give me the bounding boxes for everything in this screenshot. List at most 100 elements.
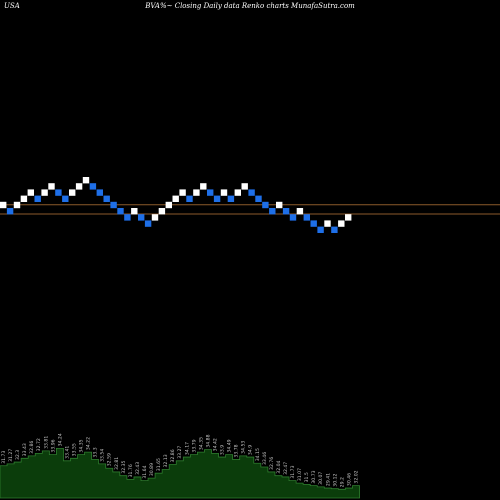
volume-label: 34.35 <box>198 437 204 450</box>
volume-label: 31.73 <box>290 465 296 478</box>
renko-box <box>317 226 324 233</box>
renko-box <box>172 195 179 202</box>
volume-label: 30.07 <box>318 472 324 485</box>
volume-label: 34.49 <box>227 439 233 452</box>
renko-box <box>296 208 304 215</box>
volume-label: 33.79 <box>191 439 197 452</box>
volume-label: 32.86 <box>170 449 176 462</box>
renko-box <box>75 183 83 190</box>
volume-label: 33.54 <box>100 449 106 462</box>
renko-box <box>234 189 241 196</box>
volume-label: 34.35 <box>79 439 85 452</box>
volume-label: 32.81 <box>114 457 120 470</box>
renko-box <box>131 208 138 215</box>
renko-box <box>338 220 345 227</box>
renko-box <box>200 183 207 190</box>
volume-label: 29.2 <box>339 477 345 487</box>
volume-label: 33.81 <box>43 436 49 449</box>
volume-label: 34.42 <box>213 438 219 451</box>
renko-box <box>27 189 34 196</box>
renko-box <box>41 189 48 196</box>
volume-label: 31.27 <box>8 449 14 462</box>
renko-box <box>186 195 193 202</box>
renko-box <box>55 189 62 196</box>
renko-box <box>48 183 55 190</box>
renko-box <box>13 201 21 209</box>
renko-box <box>151 214 159 221</box>
renko-box <box>62 195 69 202</box>
renko-box <box>144 220 152 227</box>
volume-label: 32.43 <box>135 462 141 475</box>
volume-label: 33.46 <box>262 452 268 465</box>
renko-box <box>282 208 290 215</box>
volume-label: 31.65 <box>156 458 162 471</box>
volume-label: 34.15 <box>255 448 261 461</box>
volume-label: 30.12 <box>332 473 338 486</box>
renko-box <box>220 189 228 196</box>
volume-label: 33.27 <box>177 446 183 459</box>
renko-box <box>165 201 172 209</box>
renko-box <box>269 208 276 215</box>
renko-box <box>331 226 338 233</box>
renko-box <box>303 214 310 221</box>
renko-box <box>6 208 14 215</box>
renko-box <box>124 214 131 221</box>
renko-box <box>289 214 297 221</box>
volume-label: 34.17 <box>184 442 190 455</box>
volume-label: 32.02 <box>354 470 360 483</box>
volume-area <box>0 448 360 499</box>
chart-caption: BVA%~ Closing Daily data Renko charts Mu… <box>145 2 355 10</box>
volume-label: 31.73 <box>1 451 7 464</box>
volume-label: 32.47 <box>283 462 289 475</box>
volume-label: 32.13 <box>163 454 169 467</box>
volume-label: 32.86 <box>29 441 35 454</box>
volume-label: 30.89 <box>149 463 155 476</box>
volume-label: 30.46 <box>346 473 352 486</box>
volume-label: 34.24 <box>57 433 63 446</box>
renko-box <box>138 214 145 221</box>
renko-box <box>103 195 110 202</box>
renko-box <box>241 183 248 190</box>
renko-box <box>276 201 283 209</box>
volume-label: 29.41 <box>325 473 331 486</box>
volume-label: 30.73 <box>311 470 317 483</box>
volume-label: 34.53 <box>241 441 247 454</box>
volume-label: 33.9 <box>220 445 226 455</box>
volume-label: 34.22 <box>86 437 92 450</box>
volume-label: 31.76 <box>128 464 134 477</box>
volume-label: 31.07 <box>297 468 303 481</box>
renko-box <box>117 208 124 215</box>
volume-label: 31.5 <box>304 472 310 482</box>
renko-box <box>20 195 28 202</box>
renko-box <box>262 201 269 209</box>
volume-label: 33.3 <box>93 447 99 457</box>
renko-box <box>207 189 214 196</box>
renko-box <box>82 177 90 184</box>
volume-label: 32.59 <box>107 453 113 466</box>
renko-box <box>110 201 117 209</box>
renko-box <box>255 195 262 202</box>
volume-label: 32.3 <box>15 450 21 460</box>
renko-box <box>310 220 317 227</box>
renko-box <box>193 189 200 196</box>
renko-box <box>179 189 186 196</box>
renko-box <box>69 189 76 196</box>
volume-label: 34.88 <box>205 434 211 447</box>
renko-box <box>0 201 7 209</box>
renko-box <box>345 214 352 221</box>
volume-label: 31.64 <box>142 465 148 478</box>
volume-label: 32.04 <box>276 460 282 473</box>
volume-label: 33.43 <box>22 443 28 456</box>
volume-label: 33.96 <box>50 439 56 452</box>
renko-box <box>96 189 103 196</box>
volume-label: 33.55 <box>72 443 78 456</box>
volume-label: 32.35 <box>121 460 127 473</box>
country-label: USA <box>4 2 20 10</box>
volume-label: 32.72 <box>36 438 42 451</box>
renko-box <box>227 195 235 202</box>
volume-label: 33.41 <box>64 446 70 459</box>
volume-label: 34.9 <box>248 445 254 455</box>
volume-label: 32.76 <box>269 457 275 470</box>
